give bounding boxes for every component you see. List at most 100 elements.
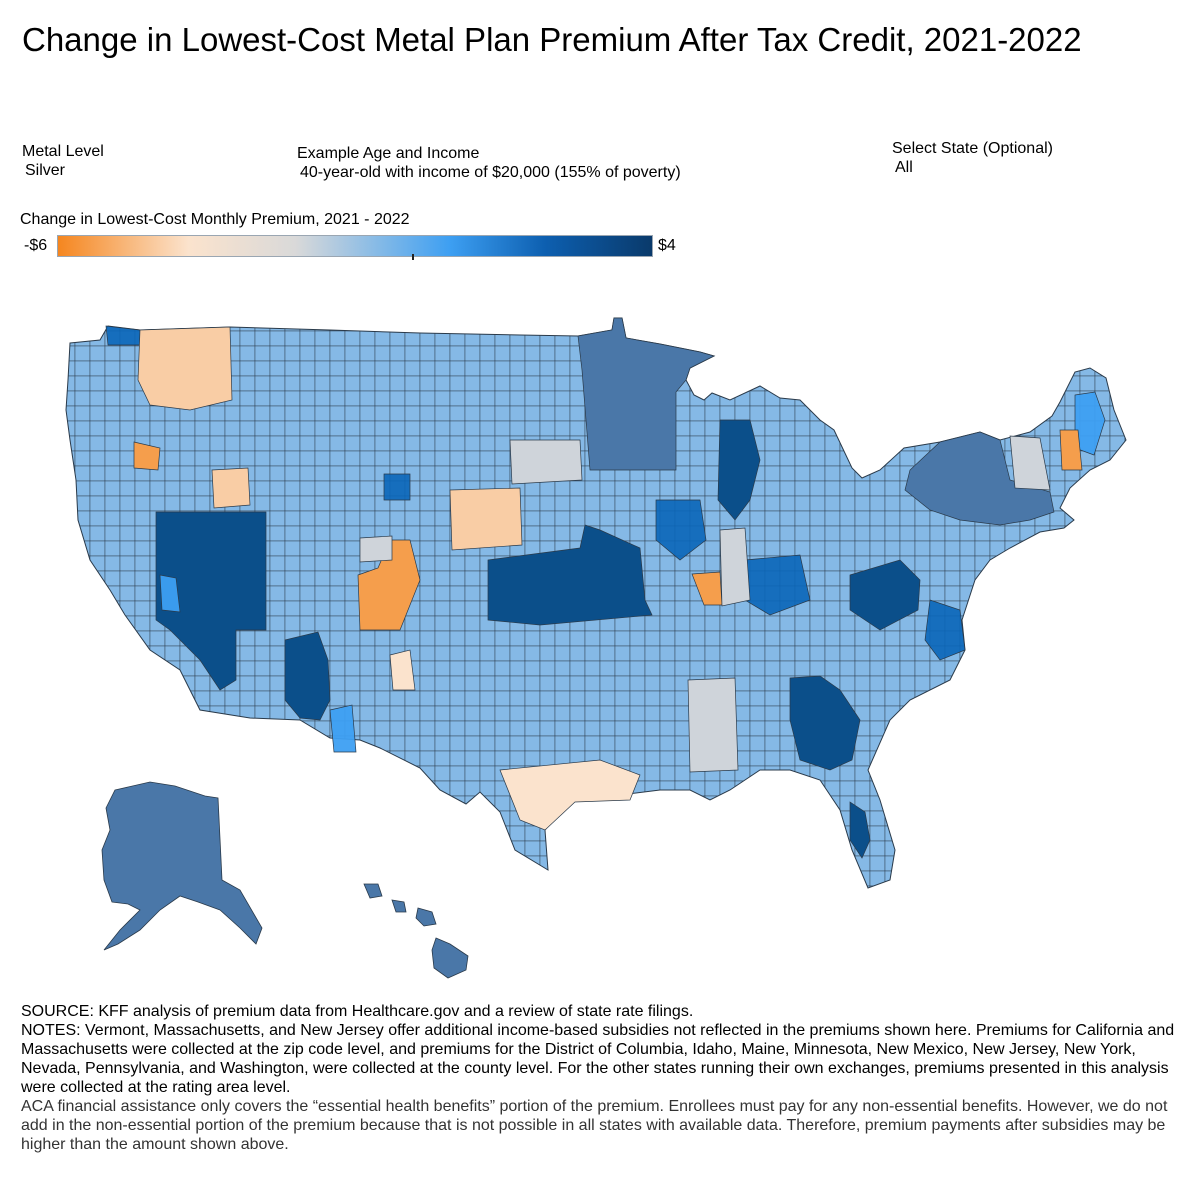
county-cell [854,510,871,527]
county-cell [1019,870,1036,887]
county-cell [824,405,841,422]
county-cell [779,810,796,827]
county-cell [449,645,466,662]
county-cell [269,615,286,632]
region-orange-22 [357,539,421,631]
county-cell [509,420,526,437]
county-cell [764,645,781,662]
county-cell [659,690,676,707]
county-cell [899,318,916,332]
county-cell [824,780,841,797]
county-cell [89,480,106,497]
county-cell [464,765,481,782]
county-cell [869,765,886,782]
county-cell [434,855,451,872]
county-cell [1019,405,1036,422]
county-cell [704,885,721,888]
county-cell [344,450,361,467]
county-cell [839,675,856,692]
county-cell [614,480,631,497]
county-cell [89,630,106,647]
county-cell [899,675,916,692]
county-cell [164,645,181,662]
county-cell [344,375,361,392]
county-cell [194,720,211,737]
county-cell [389,720,406,737]
county-cell [269,405,286,422]
county-cell [554,630,571,647]
hawaii-maui [415,907,437,927]
county-cell [284,555,301,572]
county-cell [689,318,706,332]
methodology-note: NOTES: Vermont, Massachusetts, and New J… [21,1022,1175,1096]
county-cell [794,615,811,632]
county-cell [644,645,661,662]
county-cell [674,810,691,827]
county-cell [1094,675,1111,692]
county-cell [1079,525,1096,542]
county-cell [119,435,136,452]
county-cell [194,480,211,497]
county-cell [1124,510,1126,527]
county-cell [794,435,811,452]
county-cell [824,570,841,587]
county-cell [464,435,481,452]
county-cell [66,585,76,602]
county-cell [1109,318,1126,332]
county-cell [149,705,166,722]
county-cell [389,510,406,527]
county-cell [524,870,541,887]
county-cell [434,795,451,812]
county-cell [66,660,76,677]
county-cell [1004,390,1021,407]
county-cell [839,510,856,527]
county-cell [734,675,751,692]
county-cell [674,645,691,662]
county-cell [434,465,451,482]
county-cell [254,870,271,887]
county-cell [989,675,1006,692]
county-cell [914,705,931,722]
county-cell [179,465,196,482]
county-cell [644,780,661,797]
metal-level-value[interactable]: Silver [25,162,66,179]
county-cell [659,318,676,332]
county-cell [599,630,616,647]
county-cell [899,645,916,662]
county-cell [554,318,571,332]
county-cell [659,615,676,632]
county-cell [269,375,286,392]
county-cell [389,735,406,752]
county-cell [884,795,901,812]
state-filter-value[interactable]: All [895,159,913,176]
county-cell [764,795,781,812]
county-cell [1109,735,1126,752]
county-cell [1079,825,1096,842]
county-cell [479,720,496,737]
county-cell [164,450,181,467]
county-cell [329,420,346,437]
county-cell [104,645,121,662]
age-income-filter[interactable]: Example Age and Income 40-year-old with … [297,144,681,182]
county-cell [959,810,976,827]
county-cell [554,840,571,857]
county-cell [74,825,91,842]
county-cell [869,720,886,737]
age-income-value[interactable]: 40-year-old with income of $20,000 (155%… [300,164,681,181]
county-cell [449,420,466,437]
metal-level-filter[interactable]: Metal Level Silver [22,142,104,180]
county-cell [299,420,316,437]
county-cell [1019,360,1036,377]
county-cell [179,495,196,512]
county-cell [614,720,631,737]
county-cell [329,645,346,662]
county-cell [524,330,541,347]
county-cell [449,318,466,332]
state-filter[interactable]: Select State (Optional) All [892,139,1053,177]
county-cell [66,435,76,452]
county-cell [869,645,886,662]
county-cell [809,885,826,888]
county-cell [1049,405,1066,422]
county-cell [839,405,856,422]
county-map[interactable] [0,280,1199,980]
